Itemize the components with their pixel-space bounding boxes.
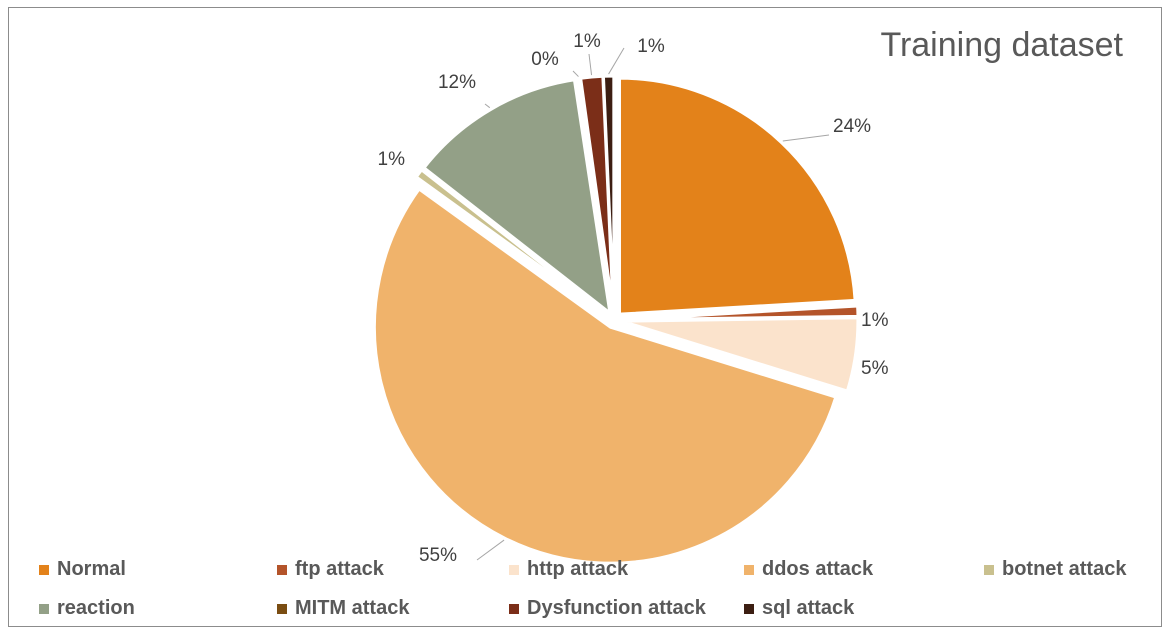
legend-item: http attack <box>509 558 628 581</box>
data-label: 24% <box>833 116 871 137</box>
pie-slice-http-attack <box>621 316 860 393</box>
pie-slice-ddos-attack <box>372 186 838 565</box>
data-label: 1% <box>861 310 889 331</box>
legend-label: http attack <box>527 558 629 580</box>
leader-line <box>476 539 505 561</box>
chart-title: Training dataset <box>880 26 1123 64</box>
legend-item: sql attack <box>744 597 854 620</box>
chart-frame: 24% 1% 5% 55% 1% 12% 0% 1% 1% Training dataset N… <box>8 7 1162 627</box>
legend-swatch <box>277 564 287 575</box>
pie-slice-botnet-attack <box>414 167 609 317</box>
legend-item: ftp attack <box>277 558 384 581</box>
legend-swatch <box>39 564 49 575</box>
data-label: 0% <box>531 49 559 70</box>
data-label: 1% <box>637 36 665 57</box>
legend-swatch <box>277 603 287 614</box>
legend-swatch <box>39 603 49 614</box>
legend-item: ddos attack <box>744 558 873 581</box>
legend-item: Normal <box>39 558 126 581</box>
legend-item: Dysfunction attack <box>509 597 706 620</box>
legend-swatch <box>509 603 519 614</box>
leader-line <box>484 103 491 109</box>
legend-swatch <box>744 564 754 575</box>
legend-label: Dysfunction attack <box>527 597 706 619</box>
legend-item: reaction <box>39 597 135 620</box>
pie-slice-sql-attack <box>601 74 616 313</box>
data-label: 55% <box>419 545 457 566</box>
pie-slice-normal <box>617 76 857 316</box>
legend-label: sql attack <box>762 597 855 619</box>
leader-line <box>608 47 625 75</box>
legend-label: ftp attack <box>295 558 384 580</box>
data-label: 12% <box>438 72 476 93</box>
legend-label: botnet attack <box>1002 558 1127 580</box>
legend-item: botnet attack <box>984 558 1126 581</box>
data-label: 1% <box>573 31 601 52</box>
pie-chart: 24% 1% 5% 55% 1% 12% 0% 1% 1% <box>372 31 889 566</box>
legend-swatch <box>984 564 994 575</box>
legend-label: Normal <box>57 558 126 580</box>
data-label: 5% <box>861 358 889 379</box>
legend-label: ddos attack <box>762 558 874 580</box>
legend-item: MITM attack <box>277 597 409 620</box>
legend-swatch <box>509 564 519 575</box>
pie-slice-reaction <box>421 78 613 317</box>
data-label: 1% <box>378 149 406 170</box>
leader-line <box>588 53 593 76</box>
leader-line <box>782 134 830 142</box>
legend-label: reaction <box>57 597 135 619</box>
legend-label: MITM attack <box>295 597 410 619</box>
leader-line <box>572 70 579 77</box>
legend-swatch <box>744 603 754 614</box>
